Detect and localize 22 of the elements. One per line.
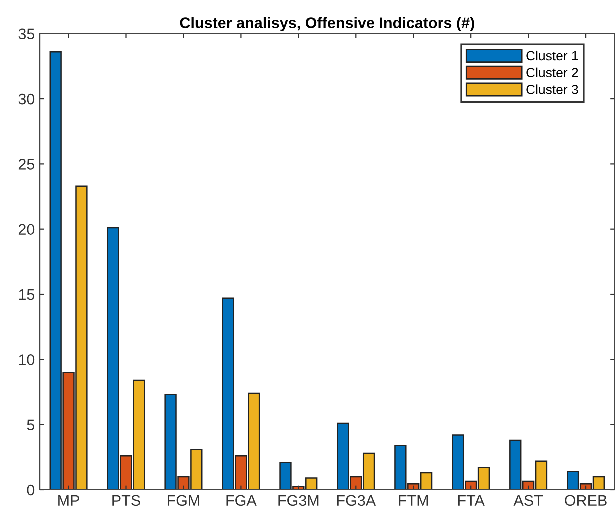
x-tick-label: FGA (226, 495, 257, 506)
y-tick-label: 25 (18, 159, 35, 170)
x-tick-label: AST (514, 495, 544, 506)
x-tick-label: FTA (458, 495, 485, 506)
x-tick-label: FGM (168, 495, 200, 506)
x-tick-label: FTM (399, 495, 428, 506)
x-tick-label: MP (58, 495, 80, 506)
x-tick-label: PTS (112, 495, 140, 506)
y-tick-label: 30 (18, 94, 35, 105)
y-tick-label: 10 (19, 354, 35, 366)
y-tick-label: 5 (27, 420, 35, 431)
y-tick-label: 15 (19, 290, 35, 300)
y-tick-label: 0 (27, 484, 35, 496)
x-tick-label: FG3A (337, 495, 376, 506)
legend-label: Cluster 1 (526, 50, 578, 61)
legend-label: Cluster 2 (526, 68, 578, 78)
x-tick-label: OREB (565, 495, 607, 506)
y-tick-label: 35 (18, 28, 35, 40)
x-tick-label: FG3M (278, 495, 319, 506)
legend-label: Cluster 3 (526, 84, 578, 94)
y-tick-label: 20 (18, 224, 35, 236)
chart-title: Cluster analisys, Offensive Indicators (#) (180, 17, 474, 32)
